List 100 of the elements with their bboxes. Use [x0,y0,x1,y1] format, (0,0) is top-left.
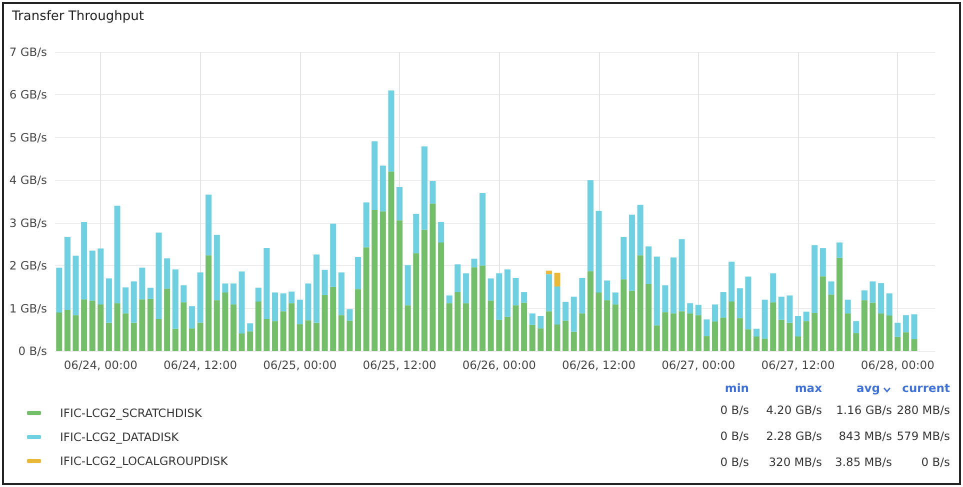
bar [363,202,370,248]
bar [778,320,784,351]
bar [512,305,519,351]
bar [380,211,386,351]
bar [596,292,602,351]
text: 2.28 GB/s [766,429,822,443]
bar [147,288,154,299]
bar [372,141,378,210]
bar [504,269,510,317]
bar [861,290,868,300]
bar [438,242,444,351]
bar [272,321,278,351]
bar [529,313,536,325]
text: 0 B/s [720,429,749,443]
bar [272,292,278,322]
bar [570,332,577,351]
bar [554,286,560,325]
x-tick-label: 06/25, 00:00 [263,358,337,372]
x-tick-label: 06/24, 00:00 [64,358,138,372]
bar [870,281,876,303]
bar [471,267,478,351]
x-tick-label: 06/24, 12:00 [163,358,238,372]
bar [454,264,461,292]
bar [471,258,478,268]
bar [712,322,718,351]
bar [114,303,120,351]
bar [662,312,668,351]
bar [770,302,776,351]
bar [646,284,652,351]
bar [579,313,586,351]
bar [562,302,569,321]
bar [554,324,560,351]
text: 579 MB/s [896,429,950,443]
bar [130,322,137,351]
bar [363,247,370,351]
bar [587,180,594,272]
bar [770,273,776,302]
bar [147,298,154,351]
bar [496,273,502,320]
text: 0 B/s [720,403,749,417]
bar [604,280,610,300]
bar [264,248,270,319]
bar [687,313,694,351]
bar [587,271,594,351]
bar [496,320,502,351]
text: 320 MB/s [768,455,822,469]
bar [238,333,245,351]
bar [795,336,802,351]
bar [106,322,112,351]
x-tick-label: 06/26, 12:00 [562,358,636,372]
bar [430,180,436,204]
bar [836,258,843,351]
bar [546,270,552,274]
bar [704,336,710,351]
text: 3.85 MB/s [835,455,892,469]
bar [538,316,544,328]
text: 4.20 GB/s [766,403,822,417]
bar [413,214,420,254]
bar [438,222,444,243]
bar [114,206,120,304]
bar [388,90,394,172]
bar [646,246,652,284]
text: 0 B/s [921,455,950,469]
bar [803,321,810,351]
bar [180,302,187,351]
text: avg [856,381,880,395]
bar [322,270,328,296]
bar [264,318,270,351]
bar [56,268,62,313]
bar [911,339,918,351]
bar [222,292,228,351]
y-tick-label: 5 GB/s [9,130,48,144]
bar [296,324,303,351]
bar [372,210,378,351]
bar [305,284,312,320]
bar [778,296,784,320]
bar [754,328,760,336]
bar [214,300,220,351]
bar [454,292,461,351]
bar [894,322,901,337]
bar [172,328,178,351]
bar [670,313,676,351]
y-tick-label: 6 GB/s [9,88,48,102]
bar [628,290,635,351]
bar [206,255,212,351]
bar [902,332,909,351]
bar [446,303,452,351]
bar [828,294,834,351]
bar [288,303,295,351]
bar [828,281,834,295]
bar [596,210,602,292]
bar [404,265,411,306]
bar [355,257,362,290]
y-tick-label: 7 GB/s [9,45,48,59]
bar [812,245,818,313]
text: current [902,381,950,395]
bar [206,194,212,256]
bar [247,323,254,332]
bar [156,318,162,351]
bar [338,272,344,316]
